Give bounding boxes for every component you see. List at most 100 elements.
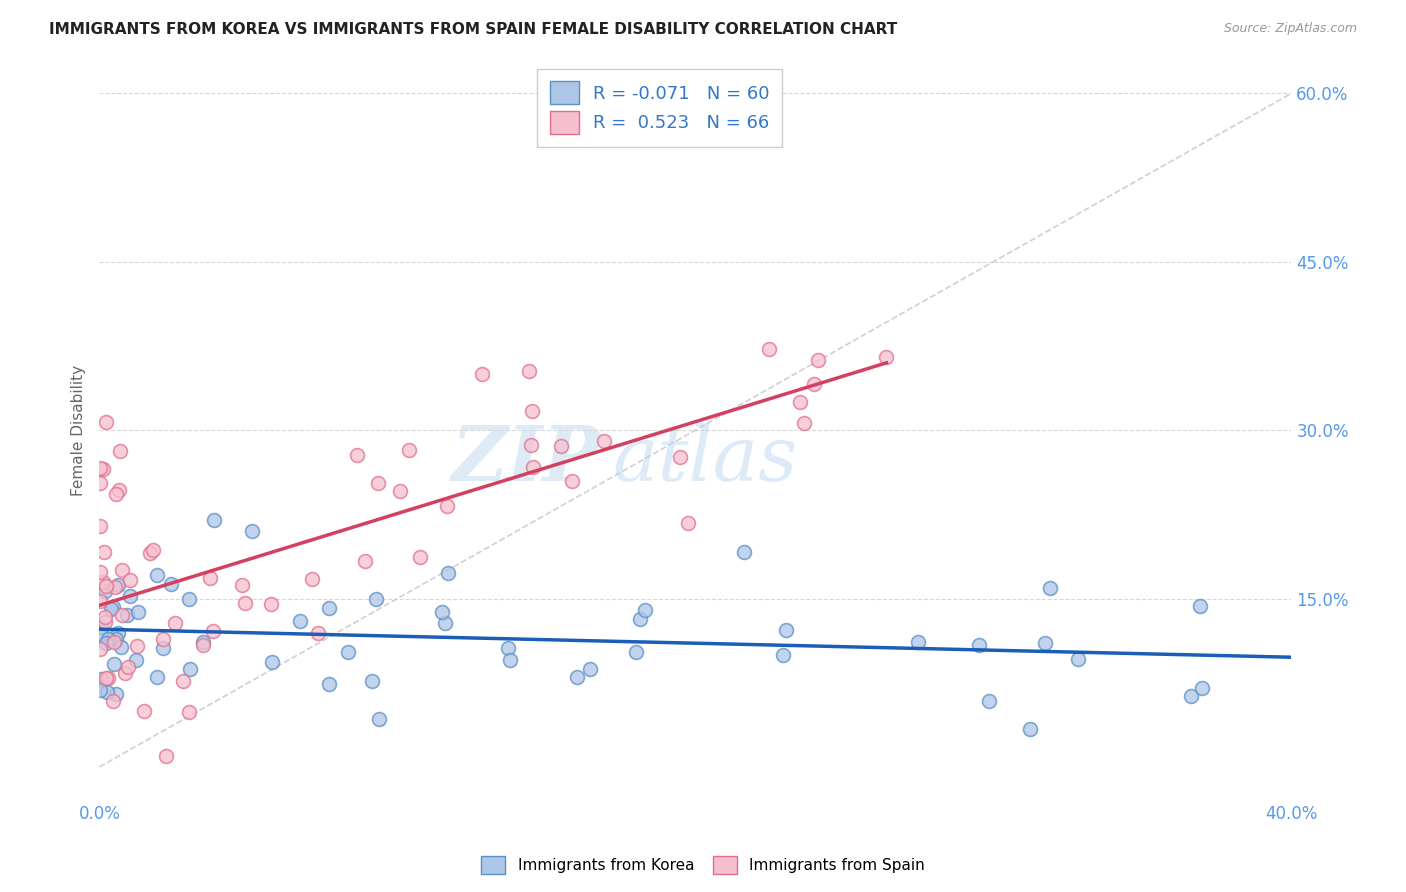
Point — [733, 544, 755, 558]
Point — [202, 624, 225, 638]
Point — [96, 578, 118, 592]
Point — [793, 416, 815, 430]
Point — [179, 592, 201, 607]
Text: IMMIGRANTS FROM KOREA VS IMMIGRANTS FROM SPAIN FEMALE DISABILITY CORRELATION CHA: IMMIGRANTS FROM KOREA VS IMMIGRANTS FROM… — [49, 22, 897, 37]
Point — [160, 576, 183, 591]
Point — [775, 623, 797, 637]
Point — [496, 640, 519, 655]
Point — [93, 615, 115, 630]
Point — [364, 592, 387, 607]
Point — [260, 597, 283, 611]
Point — [89, 460, 111, 475]
Point — [89, 565, 111, 579]
Point — [353, 554, 375, 568]
Point — [103, 635, 125, 649]
Point — [125, 639, 148, 653]
Point — [471, 367, 494, 381]
Point — [434, 616, 457, 631]
Point — [163, 615, 186, 630]
Point — [114, 666, 136, 681]
Point — [138, 546, 160, 560]
Point — [200, 570, 222, 584]
Point — [94, 671, 117, 685]
Point — [89, 476, 111, 491]
Point — [94, 584, 117, 599]
Text: atlas: atlas — [612, 423, 797, 497]
Point — [307, 626, 329, 640]
Point — [152, 632, 174, 647]
Point — [111, 563, 134, 577]
Point — [103, 657, 125, 671]
Text: ZIP: ZIP — [451, 423, 600, 497]
Point — [967, 638, 990, 652]
Point — [803, 377, 825, 392]
Point — [89, 519, 111, 533]
Point — [875, 350, 897, 364]
Point — [1191, 681, 1213, 696]
Point — [1033, 635, 1056, 649]
Point — [301, 572, 323, 586]
Point — [89, 642, 111, 657]
Point — [90, 620, 112, 634]
Point — [172, 673, 194, 688]
Point — [120, 573, 142, 587]
Point — [108, 444, 131, 458]
Point — [907, 635, 929, 649]
Point — [668, 450, 690, 464]
Point — [432, 605, 454, 619]
Point — [104, 580, 127, 594]
Point — [1067, 651, 1090, 665]
Point — [89, 594, 111, 608]
Point — [107, 483, 129, 497]
Point — [1189, 599, 1212, 614]
Point — [142, 543, 165, 558]
Point — [177, 705, 200, 719]
Point — [499, 653, 522, 667]
Point — [409, 549, 432, 564]
Y-axis label: Female Disability: Female Disability — [72, 365, 86, 496]
Point — [807, 352, 830, 367]
Point — [758, 342, 780, 356]
Point — [398, 443, 420, 458]
Point — [90, 672, 112, 686]
Point — [436, 566, 458, 581]
Point — [94, 415, 117, 429]
Point — [626, 644, 648, 658]
Point — [97, 671, 120, 685]
Point — [318, 601, 340, 615]
Point — [593, 434, 616, 448]
Point — [202, 513, 225, 527]
Point — [191, 634, 214, 648]
Point — [628, 612, 651, 626]
Point — [260, 655, 283, 669]
Point — [96, 685, 118, 699]
Point — [367, 475, 389, 490]
Point — [318, 677, 340, 691]
Point — [155, 748, 177, 763]
Point — [233, 596, 256, 610]
Point — [132, 704, 155, 718]
Point — [105, 687, 128, 701]
Legend: R = -0.071   N = 60, R =  0.523   N = 66: R = -0.071 N = 60, R = 0.523 N = 66 — [537, 69, 782, 146]
Point — [1180, 689, 1202, 703]
Point — [124, 653, 146, 667]
Point — [789, 395, 811, 409]
Point — [111, 607, 134, 622]
Point — [145, 670, 167, 684]
Point — [288, 615, 311, 629]
Point — [336, 645, 359, 659]
Point — [240, 524, 263, 538]
Point — [104, 632, 127, 647]
Point — [979, 694, 1001, 708]
Point — [634, 603, 657, 617]
Point — [105, 487, 128, 501]
Legend: Immigrants from Korea, Immigrants from Spain: Immigrants from Korea, Immigrants from S… — [475, 850, 931, 880]
Point — [565, 670, 588, 684]
Point — [517, 364, 540, 378]
Point — [145, 568, 167, 582]
Point — [152, 641, 174, 656]
Point — [94, 610, 117, 624]
Point — [115, 608, 138, 623]
Point — [522, 404, 544, 418]
Point — [346, 448, 368, 462]
